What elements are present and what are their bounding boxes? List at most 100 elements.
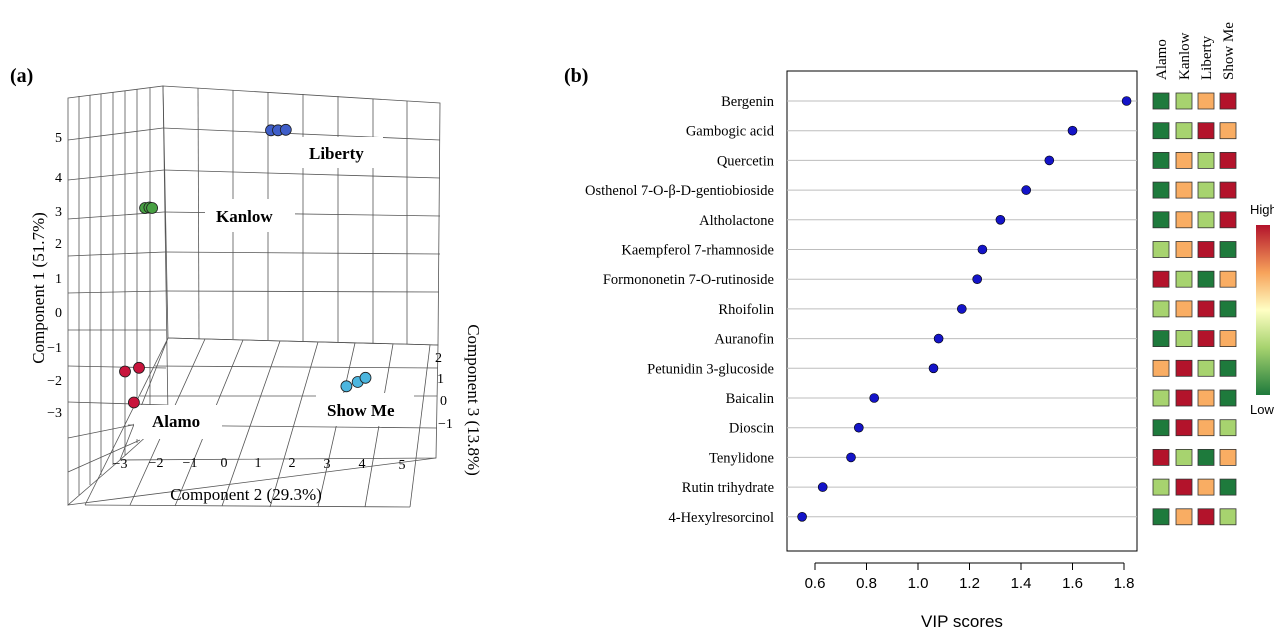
- heatmap-column-headers: Alamo Kanlow Liberty Show Me: [1154, 22, 1237, 80]
- compound-labels: Bergenin Gambogic acid Quercetin Osthenol 7…: [585, 94, 775, 526]
- compound-label: Gambogic acid: [686, 124, 775, 140]
- heatmap-cell: [1175, 181, 1193, 199]
- a-z-tick: 0: [440, 394, 447, 409]
- panel-a-z-axis-title: Component 3 (13.8%): [464, 324, 483, 476]
- vip-point: [1121, 96, 1132, 106]
- vip-point: [1067, 125, 1078, 136]
- heatmap-cell: [1175, 448, 1193, 466]
- heatmap-column-header: Liberty: [1199, 35, 1215, 80]
- heatmap-cell: [1152, 389, 1170, 407]
- panel-b-x-axis: 0.6 0.8 1.0 1.2 1.4 1.6 1.8: [805, 562, 1134, 592]
- a-x-tick: −1: [183, 456, 198, 471]
- heatmap-cell: [1197, 92, 1215, 110]
- heatmap-cell: [1219, 389, 1237, 407]
- a-y-tick: 2: [55, 237, 62, 252]
- vip-x-tick-label: 0.8: [856, 575, 877, 592]
- compound-label: Altholactone: [699, 213, 774, 229]
- a-y-tick: −3: [47, 406, 62, 421]
- vip-point: [977, 244, 988, 255]
- heatmap-cell: [1152, 508, 1170, 526]
- compound-label: Baicalin: [726, 391, 775, 407]
- group-label-kanlow: Kanlow: [216, 207, 273, 226]
- heatmap-cell: [1152, 151, 1170, 169]
- heatmap-cell: [1175, 478, 1193, 496]
- heatmap-cell: [1197, 359, 1215, 377]
- vip-point: [869, 393, 880, 403]
- heatmap-cell: [1219, 419, 1237, 437]
- heatmap-cell: [1197, 508, 1215, 526]
- panel-a-3d-scatter: (a): [10, 65, 483, 508]
- heatmap-cell: [1175, 92, 1193, 110]
- compound-label: Formononetin 7-O-rutinoside: [603, 272, 774, 288]
- colorbar-low-label: Low: [1250, 402, 1274, 417]
- heatmap-cell: [1152, 241, 1170, 258]
- vip-point: [995, 215, 1006, 225]
- heatmap-cell: [1219, 330, 1237, 348]
- heatmap-cell: [1152, 92, 1170, 110]
- heatmap-cell: [1175, 241, 1193, 258]
- point-show-me: [359, 371, 372, 384]
- a-x-tick: 3: [324, 457, 331, 472]
- heatmap-cell: [1152, 419, 1170, 437]
- heatmap-cell: [1175, 122, 1193, 140]
- a-x-tick: 0: [221, 456, 228, 471]
- panel-b-label: (b): [564, 65, 588, 87]
- group-label-alamo: Alamo: [152, 412, 200, 431]
- vip-point: [1021, 185, 1031, 195]
- compound-label: Osthenol 7-O-β-D-gentiobioside: [585, 183, 774, 199]
- heatmap-cell: [1197, 419, 1215, 437]
- point-liberty: [279, 123, 292, 136]
- vip-point: [817, 482, 828, 492]
- heatmap-cell: [1197, 478, 1215, 496]
- vip-point: [853, 422, 864, 433]
- point-alamo: [133, 361, 145, 374]
- point-show-me: [340, 380, 353, 393]
- heatmap-cell: [1175, 419, 1193, 437]
- heatmap-cell: [1175, 330, 1193, 348]
- compound-label: Quercetin: [717, 153, 775, 169]
- heatmap-cell: [1175, 300, 1193, 318]
- compound-label: Bergenin: [721, 94, 775, 110]
- point-alamo: [119, 365, 131, 378]
- a-x-tick: −2: [149, 456, 164, 471]
- vip-point: [1044, 155, 1055, 166]
- panel-a-x-ticks: −3 −2 −1 0 1 2 3 4 5: [113, 456, 406, 473]
- vip-x-tick-label: 1.6: [1062, 575, 1083, 592]
- heatmap-cell: [1175, 270, 1193, 288]
- heatmap-cell: [1219, 448, 1237, 466]
- vip-x-tick-label: 0.6: [805, 575, 826, 592]
- heatmap-cell: [1219, 211, 1237, 229]
- heatmap-cell: [1197, 330, 1215, 348]
- a-x-tick: 1: [255, 456, 262, 471]
- label-box-liberty: [295, 137, 383, 168]
- vip-axis-title: VIP scores: [921, 612, 1003, 631]
- plot-frame: [786, 70, 1138, 552]
- heatmap-cell: [1152, 122, 1170, 140]
- a-x-tick: 5: [399, 458, 406, 473]
- vip-x-tick-label: 1.0: [908, 575, 929, 592]
- vip-point: [972, 274, 983, 285]
- vip-point: [933, 333, 944, 344]
- compound-label: Kaempferol 7-rhamnoside: [621, 243, 774, 259]
- a-y-tick: 3: [55, 205, 62, 220]
- vip-x-tick-label: 1.4: [1011, 575, 1032, 592]
- heatmap-column-header: Kanlow: [1177, 32, 1193, 80]
- heatmap-cell: [1219, 241, 1237, 258]
- compound-label: Tenylidone: [709, 450, 774, 466]
- panel-a-label: (a): [10, 65, 33, 87]
- vip-point: [928, 363, 939, 374]
- heatmap-cell: [1152, 359, 1170, 377]
- heatmap-cell: [1152, 330, 1170, 348]
- point-alamo: [127, 396, 140, 409]
- label-box-alamo: [134, 405, 222, 439]
- a-y-tick: 0: [55, 306, 62, 321]
- heatmap-cell: [1152, 300, 1170, 318]
- heatmap-cell: [1175, 151, 1193, 169]
- heatmap-cell: [1152, 478, 1170, 496]
- heatmap-cell: [1219, 181, 1237, 199]
- a-y-tick: −1: [47, 341, 62, 356]
- a-x-tick: 2: [289, 456, 296, 471]
- heatmap-cell: [1175, 359, 1193, 377]
- heatmap-cell: [1175, 508, 1193, 526]
